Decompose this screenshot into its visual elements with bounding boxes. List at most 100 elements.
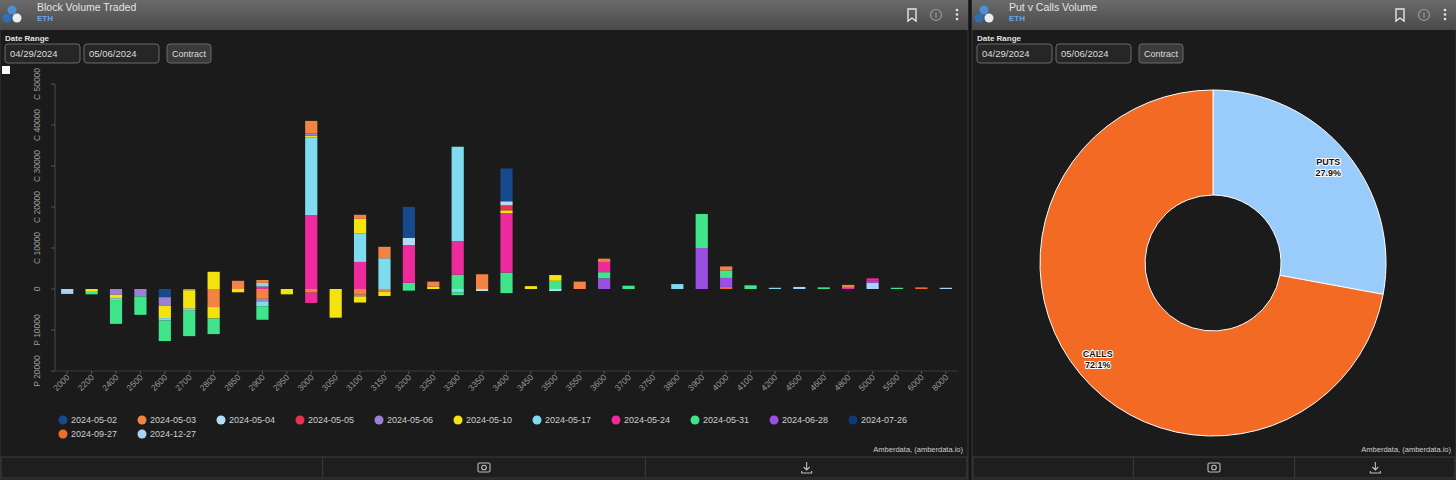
call-bar-segment (793, 287, 805, 289)
slice-value-label: 72.1% (1085, 360, 1111, 370)
x-tick (91, 371, 92, 374)
date-input[interactable] (84, 44, 159, 63)
panel-header (0, 0, 968, 30)
x-tick-label: 3450 (515, 372, 536, 393)
menu-dot[interactable] (956, 9, 959, 12)
x-tick-label: 3750 (637, 372, 658, 393)
x-tick-label: 8000 (930, 372, 951, 393)
x-tick-label: 3050 (320, 372, 341, 393)
bookmark-icon[interactable] (1396, 9, 1404, 21)
put-bar-segment (159, 289, 171, 297)
x-tick (799, 371, 800, 374)
x-tick (628, 371, 629, 374)
call-bar-segment (354, 215, 366, 219)
legend-swatch (533, 416, 542, 425)
call-bar-segment (305, 215, 317, 289)
call-bar-segment (427, 282, 439, 287)
put-bar-segment (452, 289, 464, 292)
footer-divider (322, 457, 323, 478)
x-tick (701, 371, 702, 374)
legend-label: 2024-12-27 (150, 429, 196, 439)
call-bar-segment (427, 287, 439, 289)
put-bar-segment (183, 309, 195, 311)
contract-button-label: Contract (1144, 49, 1179, 59)
date-input[interactable] (1056, 44, 1131, 63)
put-bar-segment (378, 292, 390, 296)
x-tick-label: 3600 (588, 372, 609, 393)
legend-label: 2024-07-26 (861, 415, 907, 425)
put-bar-segment (281, 289, 293, 294)
contract-button[interactable] (1139, 44, 1183, 63)
slice-value-label: 27.9% (1316, 168, 1342, 178)
menu-dot[interactable] (956, 18, 959, 21)
x-tick-label: 2950 (271, 372, 292, 393)
x-tick (238, 371, 239, 374)
contract-button[interactable] (167, 44, 211, 63)
menu-dot[interactable] (1444, 9, 1447, 12)
date-range-label: Date Range (5, 34, 50, 43)
download-icon[interactable] (802, 462, 812, 473)
legend-swatch (454, 416, 463, 425)
x-tick (116, 371, 117, 374)
call-bar-segment (940, 288, 952, 289)
x-tick-label: 5000 (857, 372, 878, 393)
download-icon[interactable] (1370, 462, 1380, 473)
info-icon-stem (935, 13, 936, 18)
x-tick (311, 371, 312, 374)
put-bar-segment (256, 306, 268, 320)
logo-dot (13, 14, 22, 23)
call-bar-segment (696, 214, 708, 248)
put-bar-segment (208, 307, 220, 318)
menu-dot[interactable] (956, 13, 959, 16)
put-bar-segment (159, 318, 171, 320)
x-tick (262, 371, 263, 374)
x-tick-label: 3800 (661, 372, 682, 393)
date-input[interactable] (977, 44, 1052, 63)
put-bar-segment (403, 289, 415, 291)
contract-button-label: Contract (172, 49, 207, 59)
legend-label: 2024-05-10 (466, 415, 512, 425)
x-tick (213, 371, 214, 374)
bars (61, 121, 952, 341)
call-bar-segment (305, 137, 317, 215)
info-icon[interactable] (931, 10, 942, 21)
date-input[interactable] (5, 44, 80, 63)
legend-swatch (296, 416, 305, 425)
panel-subtitle: ETH (37, 14, 53, 23)
call-bar-segment (720, 278, 732, 287)
menu-dot[interactable] (1444, 13, 1447, 16)
x-tick-label: 3300 (442, 372, 463, 393)
y-axis-line (55, 84, 56, 371)
call-bar-segment (378, 258, 390, 289)
x-tick-label: 3500 (539, 372, 560, 393)
legend-label: 2024-05-17 (545, 415, 591, 425)
menu-dot[interactable] (1444, 18, 1447, 21)
call-bar-segment (305, 136, 317, 138)
date-range-label: Date Range (977, 34, 1022, 43)
put-bar-segment (110, 298, 122, 300)
legend-swatch (770, 416, 779, 425)
call-bar-segment (476, 274, 488, 289)
logo-dot (985, 14, 994, 23)
logo-dot (980, 6, 989, 15)
legend-label: 2024-05-04 (229, 415, 275, 425)
call-bar-segment (305, 134, 317, 136)
x-tick (457, 371, 458, 374)
info-icon[interactable] (1419, 10, 1430, 21)
x-tick (774, 371, 775, 374)
call-bar-segment (769, 288, 781, 289)
put-bar-segment (256, 299, 268, 301)
x-tick (604, 371, 605, 374)
footer-bar (973, 457, 1455, 478)
call-bar-segment (403, 283, 415, 289)
x-tick (140, 371, 141, 374)
y-tick-label: C 40000 (32, 109, 42, 141)
x-tick-label: 6000 (905, 372, 926, 393)
sidebar-toggle[interactable] (2, 66, 10, 74)
camera-icon[interactable] (1208, 463, 1220, 472)
camera-icon[interactable] (478, 463, 490, 472)
put-bar-segment (256, 301, 268, 306)
bookmark-icon[interactable] (908, 9, 916, 21)
call-bar-segment (500, 201, 512, 205)
y-tick (51, 207, 55, 208)
